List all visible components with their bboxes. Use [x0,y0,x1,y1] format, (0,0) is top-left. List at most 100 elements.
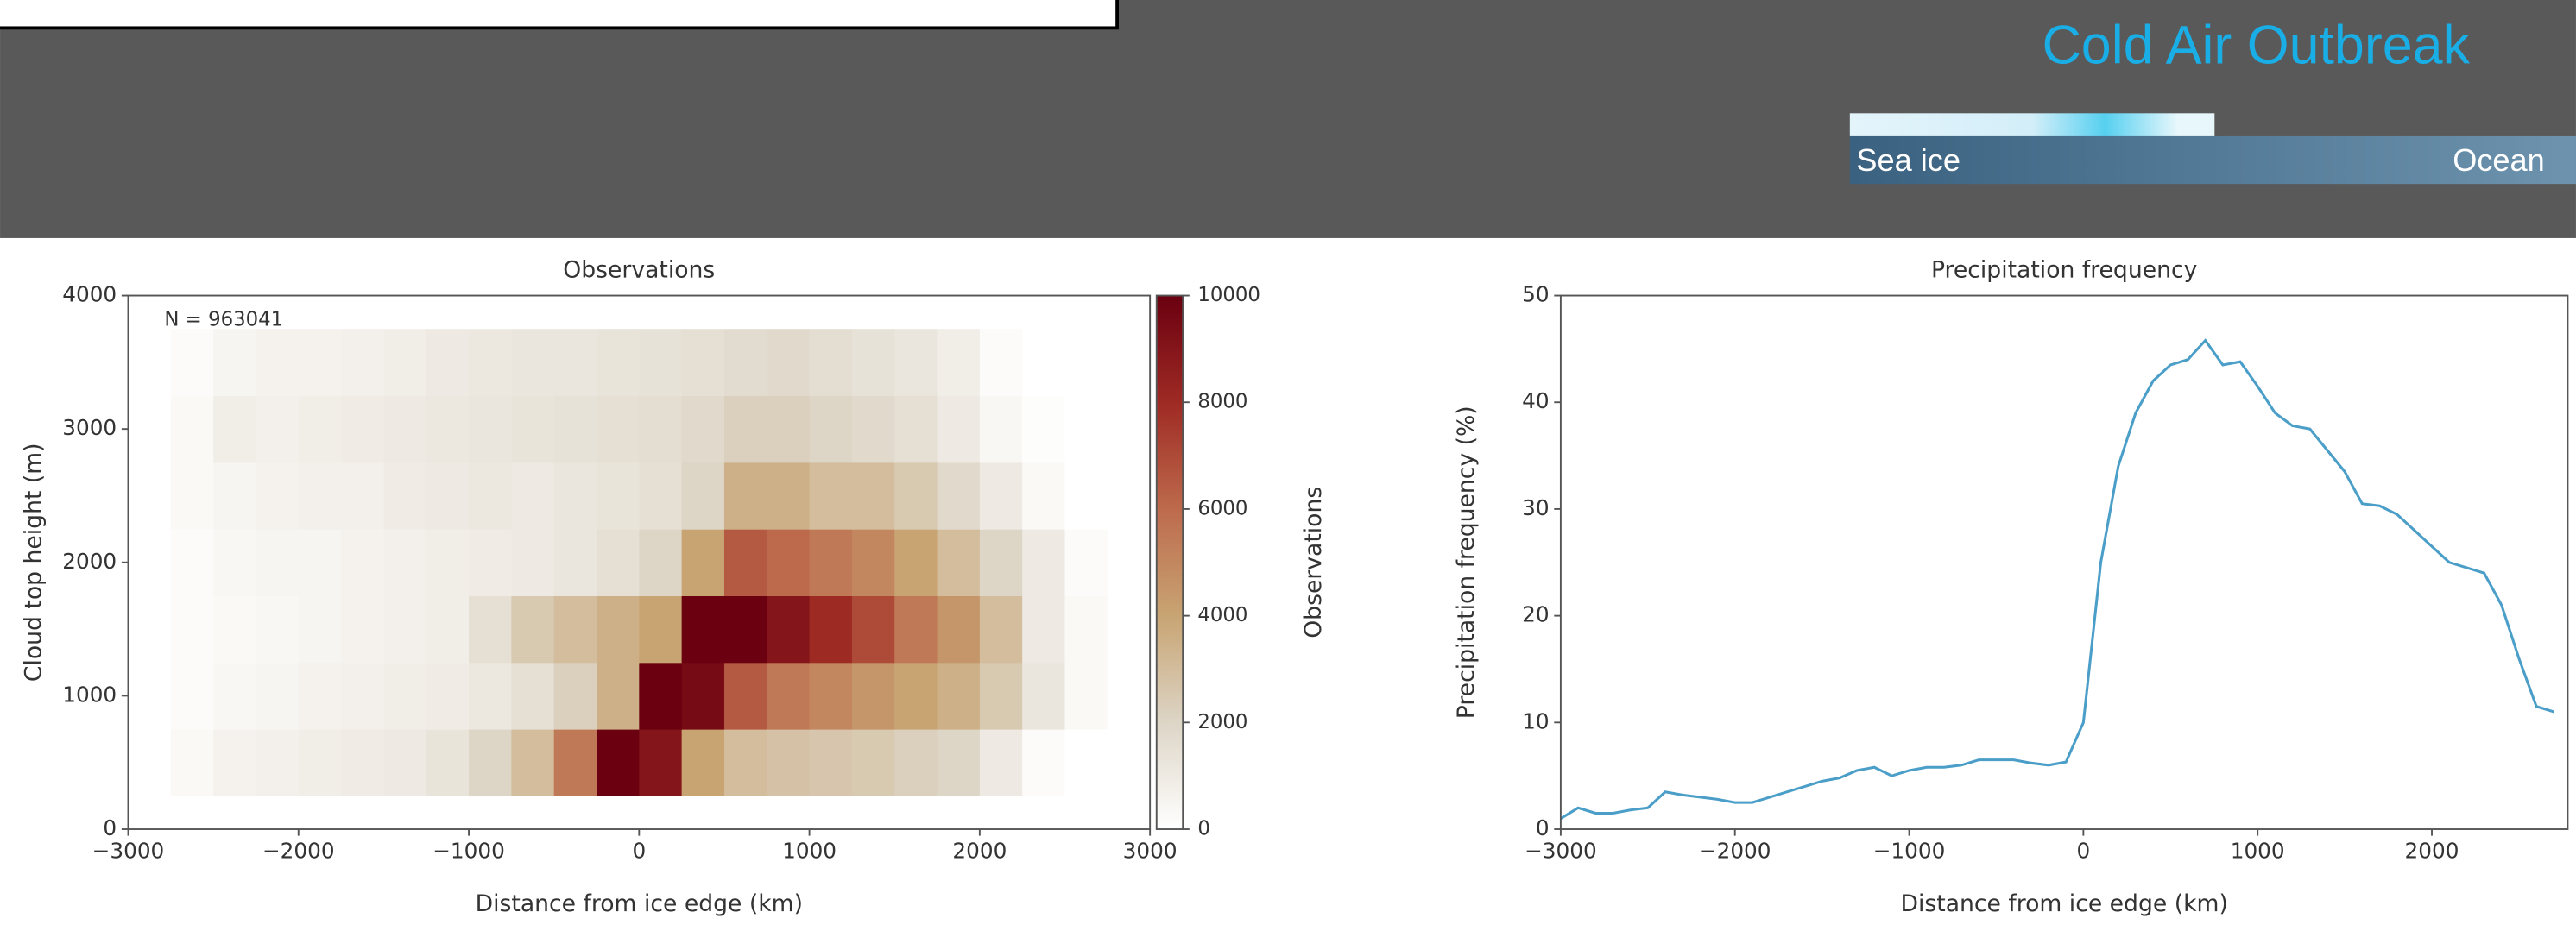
heat-cell [1107,529,1151,597]
heat-cell [894,662,938,730]
heat-cell [170,595,214,664]
heat-cell [170,529,214,597]
colorbar-tick-label: 10000 [1197,284,1260,306]
heat-cell [681,729,725,796]
heat-cell [298,595,342,664]
heat-cell [681,329,725,397]
heat-cell [1064,729,1108,796]
heat-cell [851,462,895,530]
x-tick-label: −1000 [432,839,505,864]
heat-cell [767,462,811,530]
heat-cell [1064,395,1108,463]
heat-cell [1022,462,1066,530]
heat-cell [723,395,767,463]
heat-cell [723,662,767,730]
heat-cell [426,329,470,397]
heat-cell [596,529,640,597]
heat-cell [170,462,214,530]
heat-cell [809,462,853,530]
heat-cell [511,462,555,530]
heat-cell [383,329,427,397]
heat-cell [128,395,172,463]
heat-cell [256,329,300,397]
heat-cell [256,662,300,730]
heat-cell [1064,329,1108,397]
y-tick-label: 0 [103,815,117,840]
heat-cell [1107,595,1151,664]
heat-cell [469,462,512,530]
heat-cell [383,662,427,730]
colorbar-tick-label: 0 [1197,818,1210,840]
heat-cell [639,395,683,463]
heat-cell [213,462,257,530]
y-tick-label: 10 [1522,708,1549,733]
chart-title: Observations [563,256,715,283]
heat-cell [937,595,981,664]
heat-cell [681,662,725,730]
heat-cell [596,662,640,730]
x-tick-label: 2000 [952,839,1007,864]
heat-cell [596,329,640,397]
y-tick-label: 0 [1536,815,1550,840]
y-tick-label: 4000 [62,282,117,307]
heat-cell [639,329,683,397]
heat-cell [1064,662,1108,730]
heat-cell [1064,462,1108,530]
heat-cell [553,329,597,397]
heat-cell [681,595,725,664]
heat-cell [1022,729,1066,796]
heat-cell [298,729,342,796]
heat-cell [341,329,384,397]
heat-cell [639,662,683,730]
heat-cell [469,329,512,397]
heat-cell [170,729,214,796]
heat-cell [298,662,342,730]
y-axis-label: Cloud top height (m) [21,443,47,682]
heat-cell [979,462,1023,530]
heat-cell [170,329,214,397]
heat-cell [553,729,597,796]
heat-cell [128,529,172,597]
heat-cell [767,595,811,664]
heat-cell [894,329,938,397]
heat-cell [383,595,427,664]
heat-cell [298,395,342,463]
heat-cell [723,529,767,597]
heat-cell [426,462,470,530]
heat-cell [894,729,938,796]
heat-cell [298,462,342,530]
heat-cell [937,462,981,530]
ice-strip [1849,113,2215,136]
heat-cell [1107,395,1151,463]
heat-cell [1064,595,1108,664]
heat-cell [553,595,597,664]
heat-cell [298,329,342,397]
heat-cell [596,462,640,530]
x-tick-label: 3000 [1123,839,1178,864]
heat-cell [341,595,384,664]
heat-cell [469,662,512,730]
heat-cell [341,529,384,597]
data-line [1560,338,2554,820]
heat-cell [341,395,384,463]
x-tick-label: 1000 [782,839,837,864]
heat-cell [1107,662,1151,730]
heat-cell [1022,395,1066,463]
heat-cell [767,662,811,730]
heat-cell [894,462,938,530]
heat-cell [213,329,257,397]
heat-cell [511,395,555,463]
heat-cell [256,529,300,597]
heat-cell [979,395,1023,463]
heat-cell [979,662,1023,730]
colorbar-tick-label: 4000 [1197,604,1247,626]
heat-cell [128,729,172,796]
ocean-label: Ocean [2453,142,2544,178]
heat-cell [213,595,257,664]
heat-cell [553,529,597,597]
y-axis-label: Precipitation frequency (%) [1453,406,1480,719]
plot-frame [127,294,1152,830]
heat-cell [723,595,767,664]
heat-cell [383,729,427,796]
x-tick-label: −2000 [262,839,335,864]
